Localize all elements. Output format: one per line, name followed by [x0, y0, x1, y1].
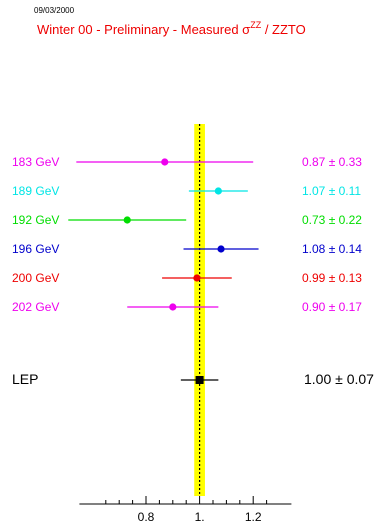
error-number: 0.22	[339, 213, 363, 227]
data-point-marker	[169, 303, 177, 311]
value-number: 1.00 ±	[304, 371, 347, 387]
value-label: 0.99 ± 0.13	[302, 271, 362, 285]
row-label: 183 GeV	[12, 155, 59, 169]
value-label: 1.07 ± 0.11	[302, 184, 361, 198]
row-label: 189 GeV	[12, 184, 59, 198]
value-label: 0.73 ± 0.22	[302, 213, 362, 227]
data-point-marker	[123, 216, 131, 224]
date-label: 09/03/2000	[34, 6, 75, 15]
tick-label: 0.8	[138, 510, 155, 524]
data-row: 200 GeV 0.99 ± 0.13	[12, 271, 362, 285]
data-point-marker	[217, 245, 225, 253]
value-number: 0.99 ±	[302, 271, 339, 285]
reference-band	[194, 124, 205, 496]
x-axis: 0.8 1. 1.2	[79, 496, 292, 524]
title-tail: / ZZTO	[261, 22, 306, 37]
chart-title: Winter 00 - Preliminary - Measured σZZ /…	[37, 20, 306, 37]
error-number: 0.17	[339, 300, 363, 314]
value-number: 1.08 ±	[302, 242, 339, 256]
tick-label: 1.2	[245, 510, 262, 524]
error-number: 0.13	[339, 271, 363, 285]
data-point-marker	[214, 187, 222, 195]
row-label: 202 GeV	[12, 300, 59, 314]
data-row: LEP 1.00 ± 0.07	[12, 371, 374, 387]
row-label: 192 GeV	[12, 213, 59, 227]
value-number: 0.87 ±	[302, 155, 339, 169]
value-label: 1.00 ± 0.07	[304, 371, 374, 387]
data-point-marker	[193, 274, 201, 282]
data-row: 183 GeV 0.87 ± 0.33	[12, 155, 362, 169]
tick-label: 1.	[195, 510, 205, 524]
data-point-marker	[161, 158, 169, 166]
error-number: 0.33	[339, 155, 363, 169]
data-row: 192 GeV 0.73 ± 0.22	[12, 213, 362, 227]
title-main: Winter 00 - Preliminary - Measured σ	[37, 22, 250, 37]
data-point-marker	[195, 376, 204, 384]
value-number: 0.90 ±	[302, 300, 339, 314]
error-number: 0.07	[347, 371, 374, 387]
row-label: 200 GeV	[12, 271, 59, 285]
value-number: 0.73 ±	[302, 213, 339, 227]
data-row: 196 GeV 1.08 ± 0.14	[12, 242, 362, 256]
row-label: LEP	[12, 371, 38, 387]
title-superscript: ZZ	[250, 20, 261, 30]
data-row: 202 GeV 0.90 ± 0.17	[12, 300, 362, 314]
row-label: 196 GeV	[12, 242, 59, 256]
error-number: 0.14	[339, 242, 363, 256]
value-label: 0.90 ± 0.17	[302, 300, 362, 314]
value-label: 0.87 ± 0.33	[302, 155, 362, 169]
data-row: 189 GeV 1.07 ± 0.11	[12, 184, 361, 198]
value-number: 1.07 ±	[302, 184, 339, 198]
error-number: 0.11	[339, 184, 362, 198]
data-points: 183 GeV 0.87 ± 0.33 189 GeV 1.07 ± 0.11 192 …	[12, 155, 374, 387]
value-label: 1.08 ± 0.14	[302, 242, 362, 256]
